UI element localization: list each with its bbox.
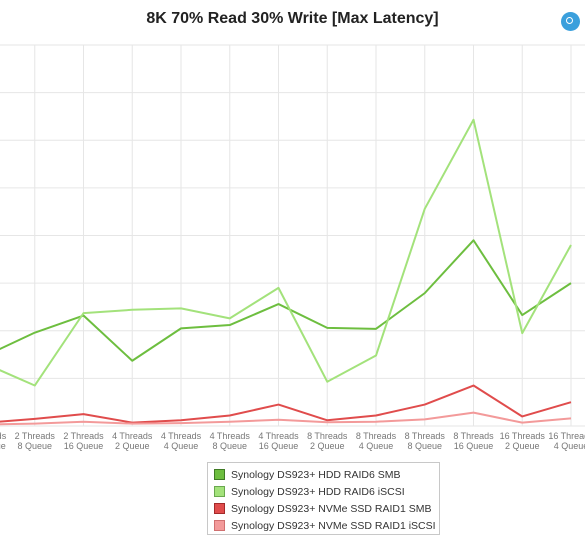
legend-label: Synology DS923+ HDD RAID6 iSCSI [231, 485, 405, 498]
legend-swatch [214, 469, 225, 480]
legend-item[interactable]: Synology DS923+ HDD RAID6 iSCSI [214, 483, 439, 500]
legend-label: Synology DS923+ NVMe SSD RAID1 iSCSI [231, 519, 436, 532]
series-line-1 [0, 118, 572, 387]
x-tick-label: 2 Threads 16 Queue [63, 431, 104, 451]
x-tick-label: 8 Threads 8 Queue [405, 431, 446, 451]
legend-swatch [214, 520, 225, 531]
menu-icon[interactable] [561, 12, 580, 31]
x-tick-label: 16 Threads 2 Queue [500, 431, 546, 451]
x-tick-label: 8 Threads 16 Queue [453, 431, 494, 451]
legend-swatch [214, 486, 225, 497]
x-tick-label: 8 Threads 4 Queue [356, 431, 397, 451]
x-tick-label: 4 Threads 2 Queue [112, 431, 153, 451]
chart-series [0, 118, 572, 426]
legend-swatch [214, 503, 225, 514]
chart-grid [0, 44, 585, 427]
series-line-3 [0, 411, 572, 426]
x-tick-label: 4 Threads 4 Queue [161, 431, 202, 451]
x-tick-label: 4 Threads 8 Queue [210, 431, 251, 451]
legend-label: Synology DS923+ NVMe SSD RAID1 SMB [231, 502, 432, 515]
x-tick-label: 8 Threads 2 Queue [307, 431, 348, 451]
series-line-2 [0, 384, 572, 424]
legend-item[interactable]: Synology DS923+ NVMe SSD RAID1 SMB [214, 500, 439, 517]
chart-title: 8K 70% Read 30% Write [Max Latency] [146, 10, 439, 27]
legend-item[interactable]: Synology DS923+ NVMe SSD RAID1 iSCSI [214, 517, 439, 534]
chart-legend: Synology DS923+ HDD RAID6 SMB Synology DS… [207, 462, 440, 535]
x-tick-label: 2 Threads 8 Queue [15, 431, 56, 451]
legend-item[interactable]: Synology DS923+ HDD RAID6 SMB [214, 466, 439, 483]
series-line-0 [0, 239, 572, 362]
x-tick-label: 4 Threads 16 Queue [258, 431, 299, 451]
legend-label: Synology DS923+ HDD RAID6 SMB [231, 468, 401, 481]
